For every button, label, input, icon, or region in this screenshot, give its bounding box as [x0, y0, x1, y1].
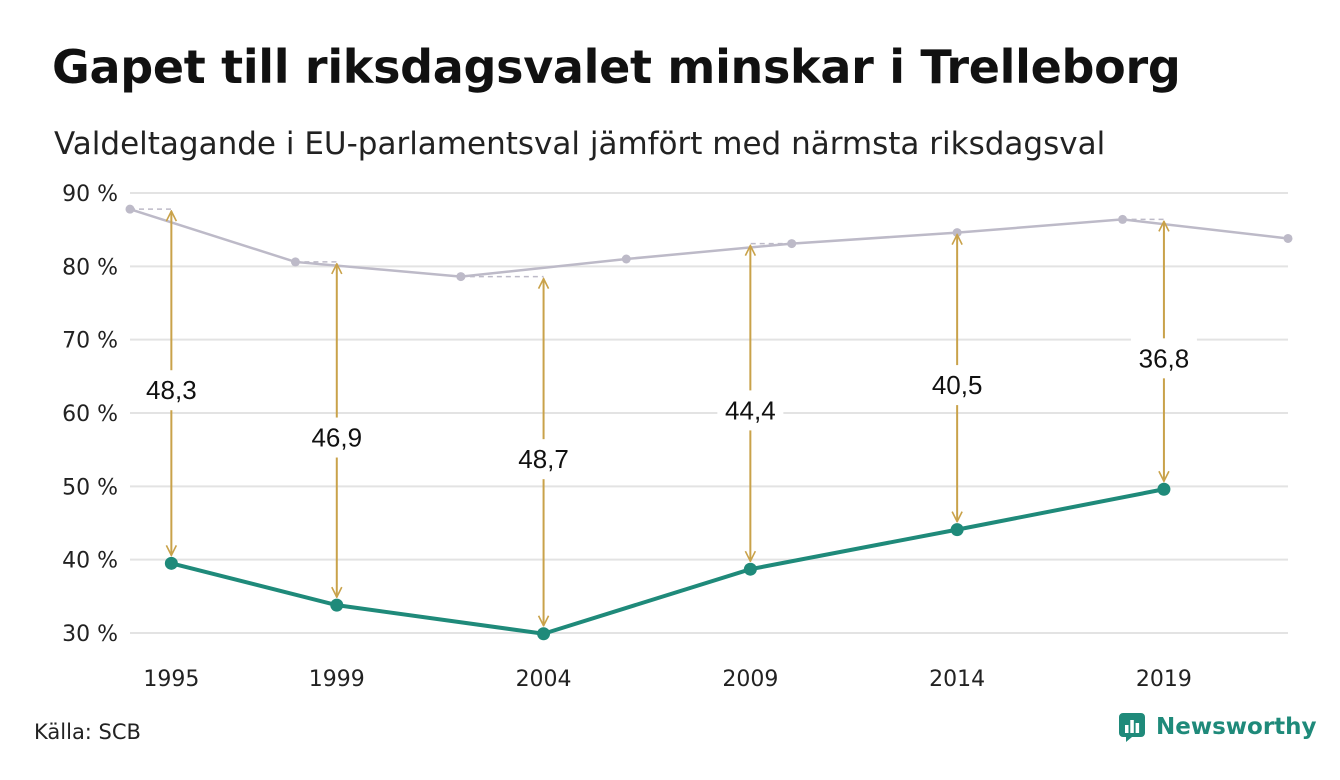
- gap-value-label: 40,5: [932, 370, 983, 400]
- eu-series-line: [170, 487, 1165, 636]
- gap-value-label: 44,4: [725, 395, 776, 425]
- gap-label-background: [1130, 338, 1197, 379]
- y-tick-label: 90 %: [62, 182, 118, 207]
- newsworthy-logo-icon: [1119, 713, 1145, 742]
- eu-point: [330, 598, 344, 612]
- chart-title: Gapet till riksdagsvalet minskar i Trell…: [52, 40, 1181, 94]
- gap-label-background: [924, 365, 991, 406]
- x-tick-label: 2019: [1136, 667, 1192, 692]
- x-tick-label: 1995: [143, 667, 199, 692]
- x-tick-label: 2014: [929, 667, 985, 692]
- source-note: Källa: SCB: [34, 720, 141, 744]
- y-tick-label: 40 %: [62, 549, 118, 574]
- y-tick-label: 50 %: [62, 475, 118, 500]
- eu-point: [950, 523, 964, 537]
- gap-label-background: [510, 439, 577, 480]
- eu-point: [164, 556, 178, 570]
- x-tick-label: 2009: [722, 667, 778, 692]
- y-tick-label: 70 %: [62, 329, 118, 354]
- x-tick-label: 2004: [516, 667, 572, 692]
- gap-label-background: [303, 417, 370, 458]
- riksdag-series-line: [129, 207, 1289, 278]
- eu-point: [1157, 482, 1171, 496]
- x-tick-label: 1999: [309, 667, 365, 692]
- brand-logo[interactable]: Newsworthy: [1118, 712, 1317, 742]
- gap-value-label: 48,7: [518, 444, 569, 474]
- gap-label-background: [717, 390, 784, 431]
- brand-name: Newsworthy: [1156, 714, 1317, 740]
- eu-point: [743, 562, 757, 576]
- gap-value-label: 46,9: [311, 423, 362, 453]
- eu-point: [537, 627, 551, 641]
- y-tick-label: 30 %: [62, 622, 118, 647]
- riksdag-point: [621, 254, 631, 264]
- chart-subtitle: Valdeltagande i EU-parlamentsval jämfört…: [54, 126, 1106, 162]
- gap-value-label: 48,3: [146, 375, 197, 405]
- gap-value-label: 36,8: [1139, 343, 1190, 373]
- gap-label-background: [138, 370, 205, 411]
- riksdag-point: [1283, 233, 1293, 243]
- y-tick-label: 80 %: [62, 255, 118, 280]
- y-tick-label: 60 %: [62, 402, 118, 427]
